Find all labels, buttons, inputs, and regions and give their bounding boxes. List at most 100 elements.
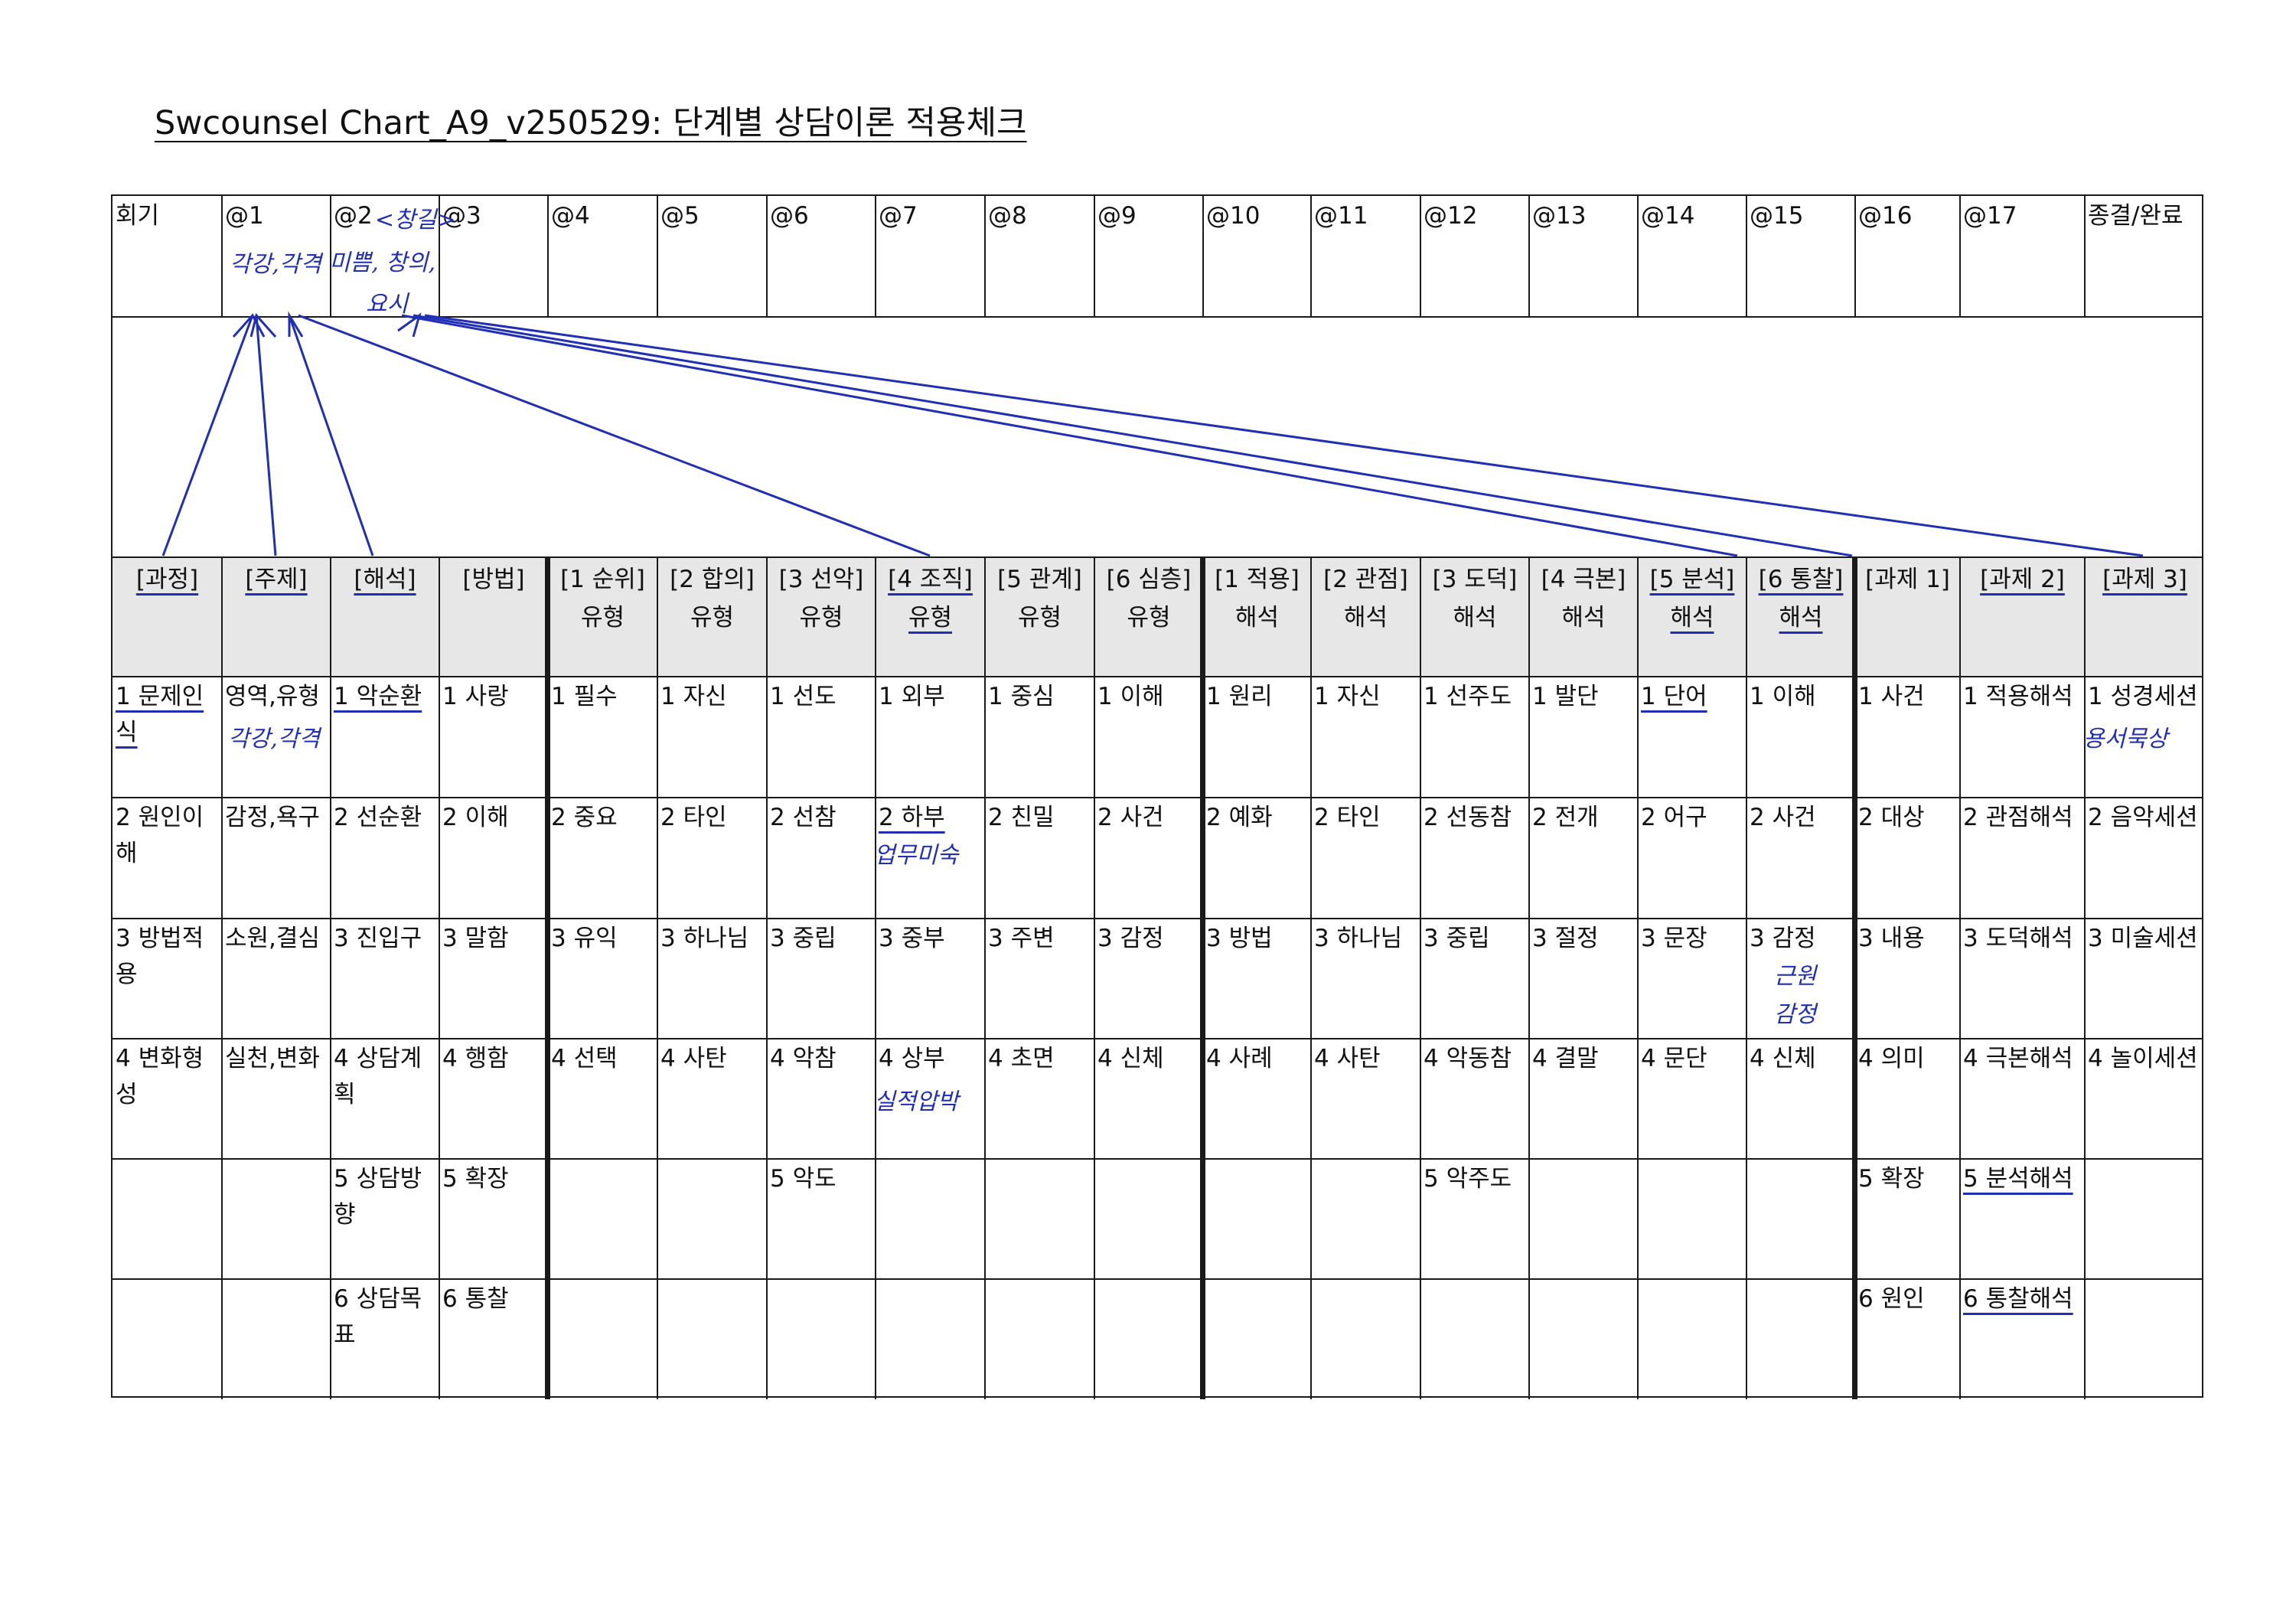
cell-text: 3 방법	[1206, 925, 1273, 952]
session-cell: @12	[1424, 202, 1478, 230]
table-cell: 3 문장	[1638, 919, 1746, 1039]
table-cell: 4 문단	[1638, 1039, 1746, 1159]
table-cell: 5 악주도	[1420, 1159, 1529, 1279]
table-cell: 영역,유형	[222, 677, 331, 798]
column-header: [과제 3]	[2085, 557, 2205, 677]
table-cell	[876, 1279, 985, 1399]
cell-text: 4 악참	[770, 1045, 837, 1072]
cell-text: 4 변화형성	[116, 1045, 204, 1108]
table-cell: 2 대상	[1855, 798, 1960, 919]
cell-text: 2 타인	[1314, 804, 1381, 831]
session-cell: @8	[988, 202, 1027, 230]
table-cell	[222, 1159, 331, 1279]
handwritten-note: 실적압박	[874, 1088, 959, 1115]
cell-text: 1 원리	[1206, 683, 1273, 710]
column-header: [과제 1]	[1855, 557, 1960, 677]
table-cell: 1 외부	[876, 677, 985, 798]
cell-text: 5 상담방향	[334, 1165, 422, 1229]
column-header: [6 심층] 유형	[1094, 557, 1203, 677]
table-cell: 4 초면	[985, 1039, 1094, 1159]
table-cell: 6 상담목표	[331, 1279, 439, 1399]
table-cell: 4 극본해석	[1960, 1039, 2085, 1159]
cell-text: 감정,욕구	[225, 804, 320, 831]
table-cell: 6 통찰	[439, 1279, 548, 1399]
table-cell: 3 절정	[1529, 919, 1638, 1039]
table-cell: 3 미술세션	[2085, 919, 2205, 1039]
column-divider	[221, 196, 223, 317]
table-cell	[1420, 1279, 1529, 1399]
table-cell: 4 상담계획	[331, 1039, 439, 1159]
cell-text: 1 자신	[660, 683, 727, 710]
table-cell: 2 예화	[1203, 798, 1311, 919]
table-cell: 1 필수	[548, 677, 657, 798]
cell-text: 2 예화	[1206, 804, 1273, 831]
session-cell: @17	[1963, 202, 2017, 230]
table-cell	[1529, 1279, 1638, 1399]
handwritten-note: <창길>	[375, 207, 456, 233]
cell-text: 1 외부	[879, 683, 945, 710]
table-cell: 4 선택	[548, 1039, 657, 1159]
cell-text: 4 의미	[1858, 1045, 1925, 1072]
cell-text: 3 절정	[1532, 925, 1599, 952]
table-cell	[1203, 1279, 1311, 1399]
table-cell	[876, 1159, 985, 1279]
table-cell: 3 하나님	[657, 919, 767, 1039]
cell-text: 3 유익	[551, 925, 618, 952]
table-cell	[2085, 1159, 2205, 1279]
column-header: [과제 2]	[1960, 557, 2085, 677]
column-divider	[1852, 557, 1857, 1399]
table-cell	[1094, 1279, 1203, 1399]
table-cell: 5 확장	[1855, 1159, 1960, 1279]
column-divider	[2084, 557, 2086, 1399]
row-divider	[113, 1038, 2202, 1039]
table-cell: 2 사건	[1746, 798, 1855, 919]
column-header-title: [5 분석]	[1649, 566, 1735, 593]
table-cell: 3 감정	[1094, 919, 1203, 1039]
table-cell: 2 관점해석	[1960, 798, 2085, 919]
column-divider	[330, 196, 331, 317]
column-header-title: [4 조직]	[888, 566, 973, 593]
cell-text: 2 중요	[551, 804, 618, 831]
table-cell: 3 방법적용	[113, 919, 222, 1039]
cell-text: 1 성경세션	[2088, 683, 2198, 710]
column-header-subtitle: 유형	[690, 604, 735, 632]
table-cell: 2 선참	[767, 798, 876, 919]
table-cell: 2 타인	[657, 798, 767, 919]
table-cell: 4 신체	[1094, 1039, 1203, 1159]
column-divider	[1310, 196, 1312, 317]
session-cell: @9	[1097, 202, 1137, 230]
cell-text: 1 단어	[1641, 683, 1707, 710]
cell-text: 3 주변	[988, 925, 1055, 952]
handwritten-note: 근원	[1774, 963, 1817, 990]
column-divider	[1854, 196, 1856, 317]
table-cell	[985, 1159, 1094, 1279]
page-title: Swcounsel Chart_A9_v250529: 단계별 상담이론 적용체…	[155, 104, 1027, 142]
theory-check-table: 회기 @1 @2 @3 @4 @5 @6 @7 @8 @9 @10 @11 @12 @13 @14 @15 @1…	[111, 194, 2205, 1399]
table-cell: 4 신체	[1746, 1039, 1855, 1159]
cell-text: 1 적용해석	[1963, 683, 2073, 710]
column-header: [6 통찰] 해석	[1746, 557, 1855, 677]
table-cell: 3 유익	[548, 919, 657, 1039]
table-cell: 4 악동참	[1420, 1039, 1529, 1159]
cell-text: 3 내용	[1858, 925, 1925, 952]
cell-text: 3 중립	[1424, 925, 1490, 952]
session-end-cell: 종결/완료	[2088, 202, 2183, 230]
table-cell: 1 문제인식	[113, 677, 222, 798]
table-cell: 1 자신	[1311, 677, 1420, 798]
session-cell: @16	[1858, 202, 1913, 230]
column-divider	[1310, 557, 1312, 1399]
cell-text: 5 확장	[442, 1165, 509, 1193]
table-cell: 3 하나님	[1311, 919, 1420, 1039]
column-header-subtitle: 유형	[908, 604, 953, 632]
cell-text: 4 사탄	[660, 1045, 727, 1072]
cell-text: 3 진입구	[334, 925, 422, 952]
cell-text: 1 선주도	[1424, 683, 1512, 710]
cell-text: 6 상담목표	[334, 1285, 422, 1349]
column-divider	[1746, 557, 1747, 1399]
column-divider	[439, 196, 440, 317]
column-header-subtitle: 해석	[1453, 604, 1497, 632]
cell-text: 3 감정	[1750, 925, 1816, 952]
cell-text: 6 원인	[1858, 1285, 1925, 1313]
column-divider	[221, 557, 223, 1399]
table-cell: 5 악도	[767, 1159, 876, 1279]
